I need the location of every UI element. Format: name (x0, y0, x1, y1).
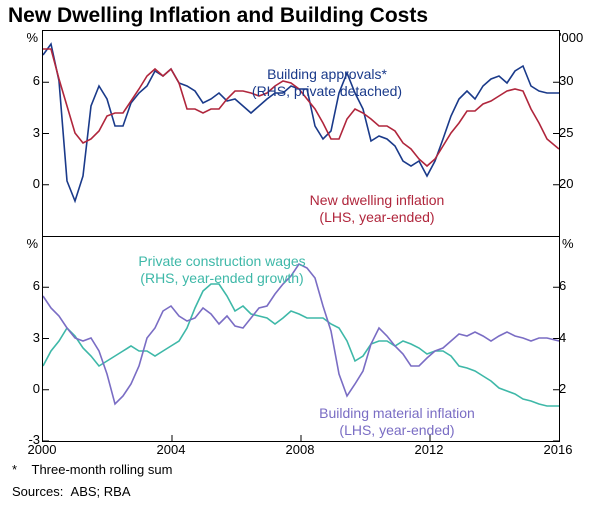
ytick-left: 6 (10, 73, 40, 88)
chart-title: New Dwelling Inflation and Building Cost… (8, 4, 428, 28)
xtick: 2016 (538, 442, 578, 457)
ytick-left: 3 (10, 330, 40, 345)
ytick-right: 30 (559, 73, 589, 88)
ytick-left: 0 (10, 176, 40, 191)
ytick-right: 20 (559, 176, 589, 191)
chart-container: New Dwelling Inflation and Building Cost… (0, 0, 600, 510)
footnote-text: Three-month rolling sum (32, 462, 173, 477)
top-right-unit: '000 (559, 30, 583, 45)
bottom-left-unit: % (26, 236, 38, 251)
building-material-inflation-label: Building material inflation(LHS, year-en… (302, 405, 492, 439)
bottom-right-unit: % (562, 236, 574, 251)
ytick-right: 4 (559, 330, 589, 345)
building-approvals-label: Building approvals*(RHS, private detache… (232, 66, 422, 100)
sources: Sources: ABS; RBA (12, 484, 131, 499)
ytick-right: 25 (559, 125, 589, 140)
ytick-left: 6 (10, 278, 40, 293)
sources-label: Sources: (12, 484, 63, 499)
xtick: 2008 (280, 442, 320, 457)
ytick-left: 0 (10, 381, 40, 396)
new-dwelling-inflation-label: New dwelling inflation(LHS, year-ended) (282, 192, 472, 226)
top-left-unit: % (26, 30, 38, 45)
private-construction-wages-line (43, 284, 559, 406)
private-construction-wages-label: Private construction wages(RHS, year-end… (127, 253, 317, 287)
footnote: * Three-month rolling sum (12, 462, 172, 477)
xtick: 2000 (22, 442, 62, 457)
footnote-marker: * (12, 462, 17, 477)
ytick-right: 6 (559, 278, 589, 293)
sources-text: ABS; RBA (71, 484, 131, 499)
ytick-right: 2 (559, 381, 589, 396)
xtick: 2004 (151, 442, 191, 457)
ytick-left: 3 (10, 125, 40, 140)
xtick: 2012 (409, 442, 449, 457)
